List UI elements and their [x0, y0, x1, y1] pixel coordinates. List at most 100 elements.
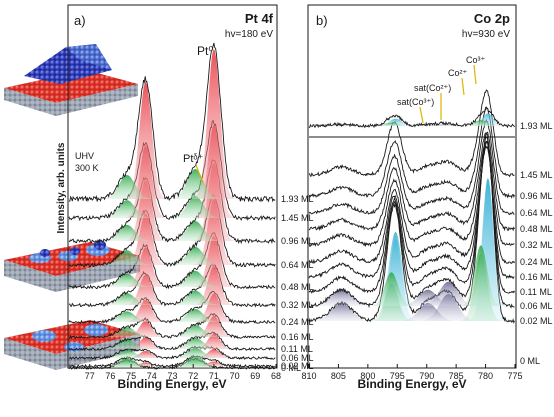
pt4f-component-ptdelta	[162, 246, 229, 265]
y-axis-label: Intensity, arb. units	[56, 142, 67, 233]
pt4f-component-ptdelta	[93, 349, 161, 358]
pt4f-component-ptdelta	[162, 290, 229, 305]
co2p-spectra	[308, 89, 515, 324]
pt4f-component-ptdelta	[162, 196, 229, 218]
pt4f-component-ptdelta	[93, 293, 161, 305]
co2p-tick-label: 805	[331, 371, 346, 381]
panel-b-frame	[307, 4, 517, 369]
pt4f-coverage-label: 0.11 ML	[281, 344, 313, 354]
pt4f-component-ptdelta	[93, 250, 161, 265]
pt4f-component-ptdelta	[162, 347, 229, 358]
co2p-coverage-label: 0.32 ML	[520, 240, 553, 250]
co2p-component	[464, 177, 512, 306]
co2p-coverage-label: 0.02 ML	[520, 316, 553, 326]
panel-b-subtitle: hv=930 eV	[462, 29, 510, 40]
pt4f-coverage-label: 0.96 ML	[281, 236, 314, 246]
pt4f-tick-label: 70	[230, 371, 240, 381]
pt4f-coverage-label: 0.24 ML	[281, 317, 314, 327]
pt4f-coverage-label: 0.06 ML	[281, 353, 314, 363]
pt4f-tick-label: 69	[250, 371, 260, 381]
pt4f-component-pt0	[180, 316, 247, 337]
pt4f-component-ptdelta	[162, 270, 229, 287]
co2p-component	[464, 113, 512, 126]
co2p-spectrum-line	[308, 145, 515, 264]
pt4f-tick-label: 71	[209, 371, 219, 381]
sat-co3-annotation: sat(Co³⁺)	[397, 97, 434, 107]
co2p-coverage-label: 0 ML	[520, 356, 540, 366]
co2p-component	[457, 245, 505, 306]
co2p-tick-label: 775	[507, 371, 522, 381]
sat-co2-annotation: sat(Co²⁺)	[414, 83, 451, 93]
co2-annotation: Co²⁺	[448, 68, 468, 78]
pt4f-tick-label: 74	[147, 371, 157, 381]
co2p-component	[317, 289, 365, 306]
co3-marker	[473, 64, 477, 85]
panel-b-x-axis-label: Binding Energy, eV	[357, 377, 466, 391]
co2p-component	[372, 231, 420, 306]
panel-a-subtitle: hv=180 eV	[225, 29, 273, 40]
pt4f-coverage-label: 0.02 ML	[281, 361, 314, 371]
pt4f-spectrum-line	[68, 263, 276, 308]
pt4f-tick-label: 73	[167, 371, 177, 381]
pt4f-coverage-label: 0.48 ML	[281, 282, 314, 292]
pt4f-component-ptdelta	[93, 311, 161, 322]
co2p-tick-label: 810	[301, 371, 316, 381]
pt4f-component-ptdelta	[93, 358, 161, 366]
co2p-tick-label: 800	[360, 371, 375, 381]
pt4f-component-ptdelta	[162, 221, 229, 241]
pt4f-spectrum-line	[68, 42, 276, 203]
pt4f-component-pt0	[112, 82, 179, 199]
pt4f-component-ptdelta	[93, 200, 161, 218]
pt4f-spectrum-line	[68, 194, 276, 268]
co2p-spectrum-line	[308, 89, 515, 178]
ptdelta-annotation: Ptᵟ⁺	[183, 153, 204, 165]
pt4f-tick-label: 68	[271, 371, 281, 381]
pt4f-component-pt0	[112, 337, 179, 349]
pt4f-component-pt0	[112, 320, 179, 337]
pt4f-coverage-label: 0.16 ML	[281, 332, 314, 342]
model-slab-top	[4, 44, 138, 116]
co2-marker	[461, 77, 465, 96]
pt4f-component-pt0	[112, 351, 179, 358]
co2p-component	[404, 289, 452, 306]
pt4f-spectrum-line	[68, 331, 276, 352]
co2p-spectrum-line	[308, 139, 515, 248]
pt4f-spectrum-line	[68, 158, 276, 245]
co2p-coverage-label: 0.96 ML	[520, 191, 553, 201]
pt4f-tick-label: 72	[188, 371, 198, 381]
pt0-annotation: Pt⁰	[197, 44, 213, 58]
pt4f-component-pt0	[180, 349, 247, 358]
pt4f-coverage-label: 0.64 ML	[281, 260, 314, 270]
uhv-label: UHV	[75, 151, 94, 161]
pt4f-component-pt0	[112, 362, 179, 366]
co2p-component	[404, 303, 452, 321]
sat-co3-marker	[419, 106, 424, 124]
pt4f-component-pt0	[180, 361, 247, 366]
pt4f-spectrum-line	[68, 290, 276, 325]
pt4f-component-ptdelta	[93, 339, 161, 349]
pt4f-spectrum-line	[68, 231, 276, 290]
panel-a-coverage-labels: 0 ML0.02 ML0.06 ML0.11 ML 0.16 ML 0.24 ML 0…	[281, 194, 314, 373]
co2p-tick-label: 795	[390, 371, 405, 381]
co2p-component	[457, 120, 505, 126]
co2p-spectrum-line	[308, 118, 515, 216]
co2p-coverage-label: 1.45 ML	[520, 170, 553, 180]
pt4f-component-pt0	[112, 274, 179, 305]
co2p-tick-label: 790	[419, 371, 434, 381]
co2p-component	[367, 272, 415, 306]
pt4f-component-pt0	[180, 293, 247, 322]
panel-a-x-ticks: 77 76 75 74 73 72 71 70 69 68	[85, 364, 281, 381]
panel-b-label: b)	[316, 13, 328, 28]
ptdelta-marker	[195, 164, 204, 184]
pt4f-component-ptdelta	[162, 356, 229, 366]
pt4f-spectrum-line	[68, 345, 276, 361]
pt4f-tick-label: 75	[126, 371, 136, 381]
pt4f-coverage-label: 0 ML	[281, 363, 301, 373]
co2p-component	[404, 124, 452, 126]
co2p-coverage-label: 0.24 ML	[520, 257, 553, 267]
pt4f-spectrum-line	[68, 313, 276, 340]
co2p-spectrum-line	[308, 131, 515, 232]
pt4f-spectra	[68, 42, 276, 370]
pt4f-spectrum-line	[68, 119, 276, 222]
co2p-coverage-label: 0.11 ML	[520, 287, 552, 297]
